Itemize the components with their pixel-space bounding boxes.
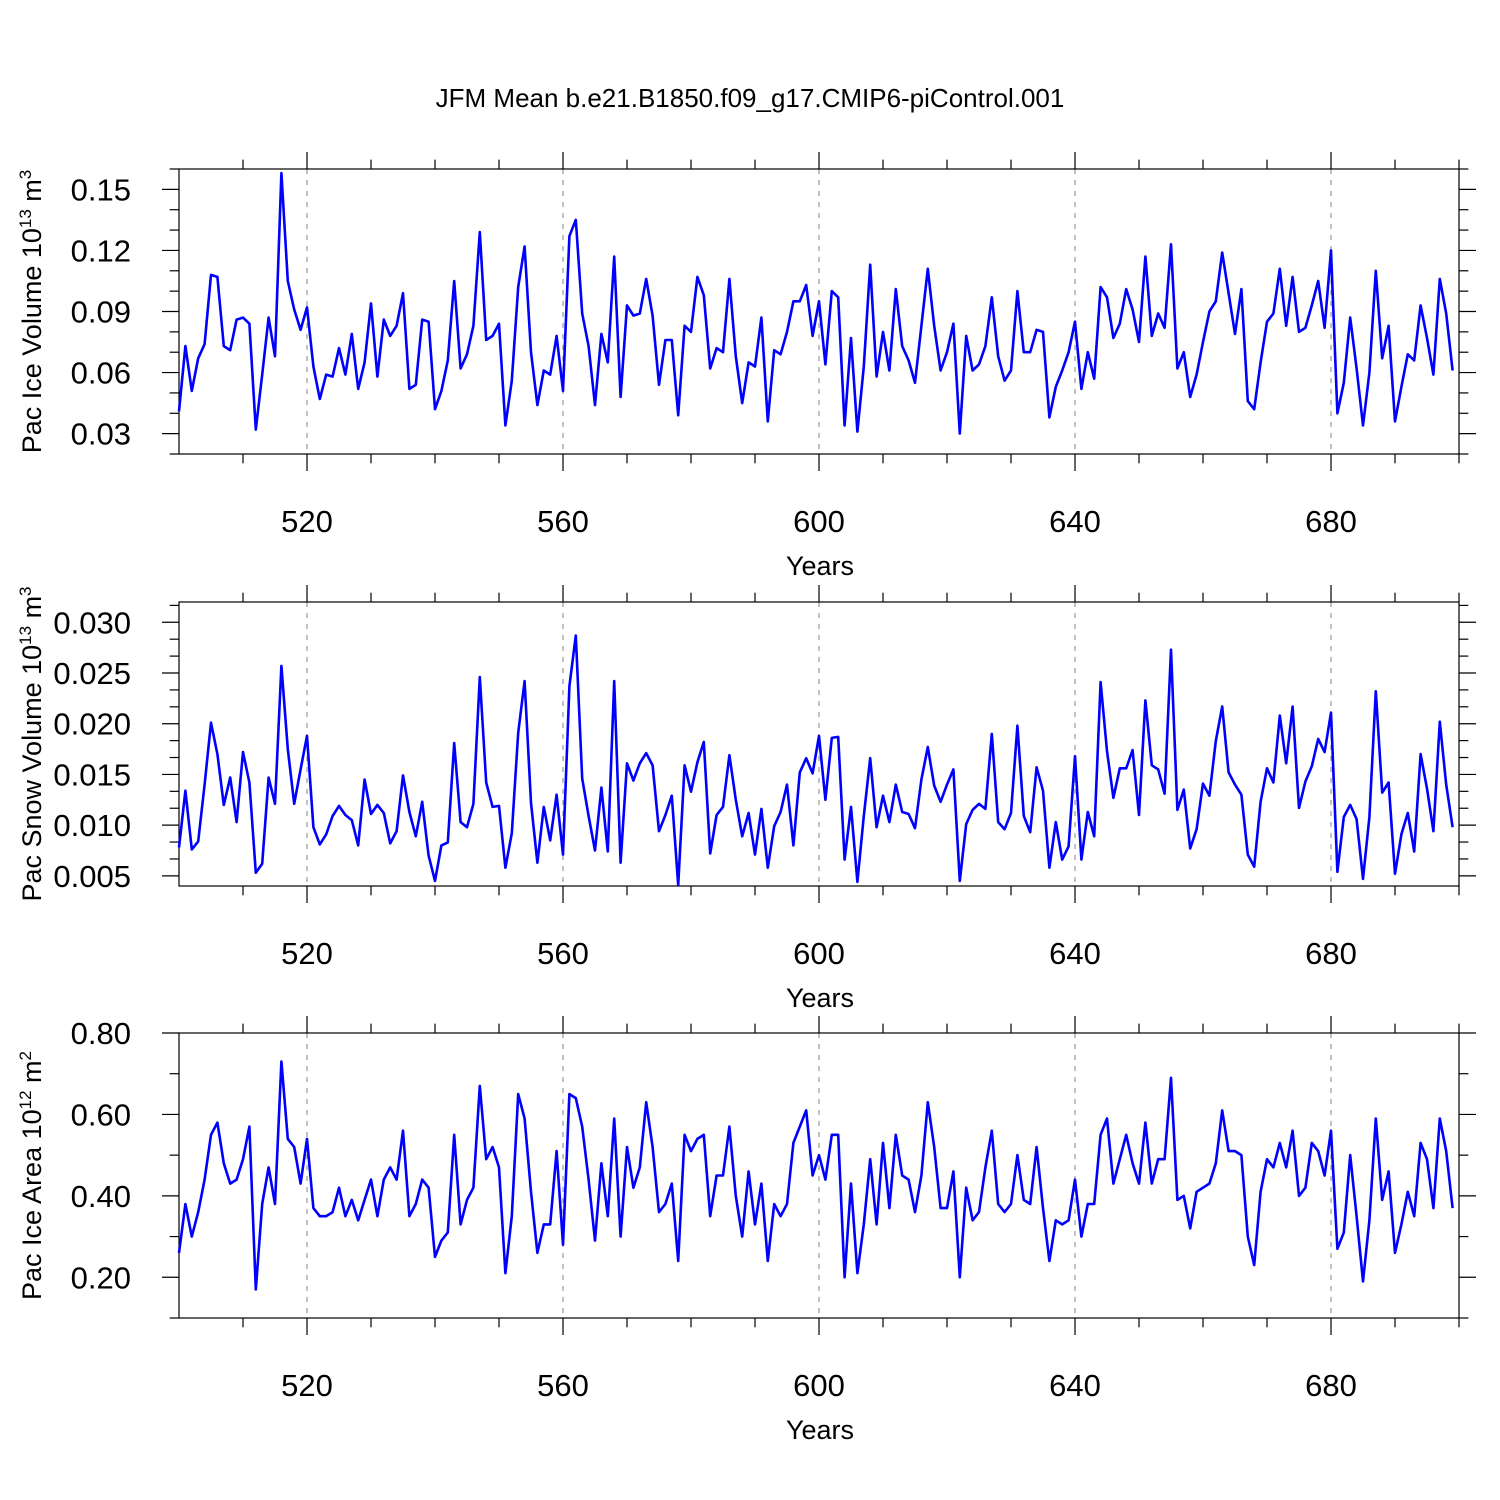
y-axis-label-text: m	[17, 179, 47, 209]
y-axis-label-exponent: 13	[16, 209, 35, 228]
y-axis-label: Pac Ice Volume 1013 m3	[16, 170, 47, 454]
y-axis-label-text: Pac Snow Volume 10	[17, 645, 47, 902]
figure-title: JFM Mean b.e21.B1850.f09_g17.CMIP6-piCon…	[436, 83, 1065, 113]
x-tick-label: 680	[1305, 504, 1357, 539]
y-tick-label: 0.020	[53, 707, 131, 742]
y-axis-label-text: Pac Ice Volume 10	[17, 228, 47, 453]
x-tick-label: 520	[281, 504, 333, 539]
x-tick-label: 640	[1049, 504, 1101, 539]
y-tick-label: 0.005	[53, 859, 131, 894]
y-axis-label-exponent: 13	[16, 626, 35, 645]
y-tick-label: 0.030	[53, 605, 131, 640]
y-axis-label-text: m	[17, 596, 47, 626]
y-tick-label: 0.06	[71, 356, 131, 391]
x-axis-label: Years	[786, 551, 854, 581]
x-axis-label: Years	[786, 983, 854, 1013]
y-axis-label-exponent: 3	[16, 170, 35, 179]
x-tick-label: 680	[1305, 1368, 1357, 1403]
y-axis-label-text: Pac Ice Area 10	[17, 1109, 47, 1300]
y-tick-label: 0.010	[53, 808, 131, 843]
x-tick-label: 600	[793, 1368, 845, 1403]
x-tick-label: 520	[281, 936, 333, 971]
x-tick-label: 560	[537, 936, 589, 971]
y-axis-label-text: m	[17, 1060, 47, 1090]
x-tick-label: 600	[793, 504, 845, 539]
series-line	[177, 171, 1454, 435]
y-tick-label: 0.80	[71, 1016, 131, 1051]
x-tick-label: 640	[1049, 936, 1101, 971]
y-tick-label: 0.60	[71, 1097, 131, 1132]
y-tick-label: 0.03	[71, 417, 131, 452]
y-tick-label: 0.015	[53, 757, 131, 792]
panel-2: 0.005 0.010 0.015 0.020 0.025 0.030 520 560 600 6…	[16, 585, 1476, 1013]
series-line	[177, 1060, 1454, 1291]
x-tick-label: 640	[1049, 1368, 1101, 1403]
x-tick-label: 520	[281, 1368, 333, 1403]
panel-3: 0.20 0.40 0.60 0.80 520 560 600 640 680 Years Pac …	[16, 1016, 1476, 1445]
y-tick-label: 0.15	[71, 172, 131, 207]
y-axis-label: Pac Ice Area 1012 m2	[16, 1051, 47, 1300]
y-axis-label-exponent: 12	[16, 1090, 35, 1109]
panel-1: 0.03 0.06 0.09 0.12 0.15 520 560 600 640 680 Years…	[16, 152, 1476, 581]
y-axis-label: Pac Snow Volume 1013 m3	[16, 586, 47, 901]
y-tick-label: 0.12	[71, 233, 131, 268]
x-axis-label: Years	[786, 1415, 854, 1445]
x-tick-label: 560	[537, 504, 589, 539]
y-tick-label: 0.025	[53, 656, 131, 691]
x-tick-label: 600	[793, 936, 845, 971]
y-tick-label: 0.40	[71, 1179, 131, 1214]
y-tick-label: 0.20	[71, 1260, 131, 1295]
x-tick-label: 560	[537, 1368, 589, 1403]
y-tick-label: 0.09	[71, 295, 131, 330]
series-line	[177, 634, 1454, 887]
x-tick-label: 680	[1305, 936, 1357, 971]
y-axis-label-exponent: 2	[16, 1051, 35, 1060]
y-axis-label-exponent: 3	[16, 586, 35, 595]
